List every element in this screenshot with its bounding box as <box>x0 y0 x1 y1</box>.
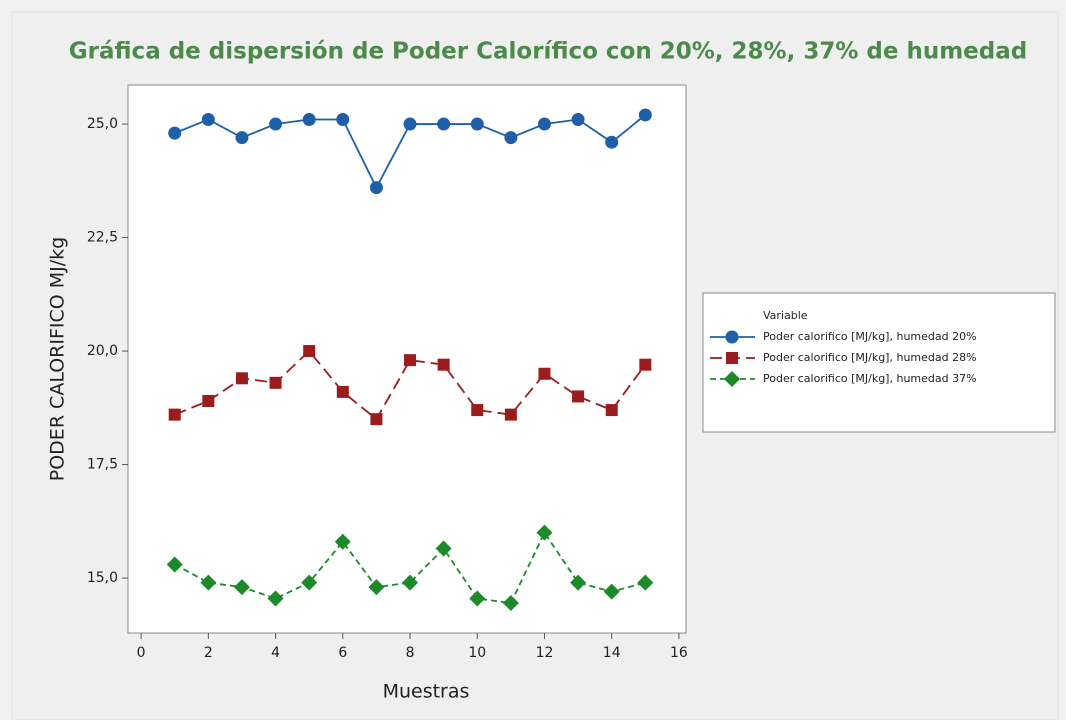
marker <box>502 595 519 612</box>
x-tick-label: 8 <box>406 645 415 661</box>
marker <box>504 131 518 145</box>
marker <box>336 385 349 398</box>
y-axis-label: PODER CALORIFICO MJ/kg <box>47 237 69 481</box>
series-line <box>174 530 646 605</box>
marker <box>403 117 417 131</box>
x-tick-label: 2 <box>204 645 213 661</box>
marker <box>166 556 183 573</box>
marker <box>469 590 486 607</box>
marker <box>302 113 316 127</box>
marker <box>404 354 417 367</box>
marker <box>437 358 450 371</box>
marker <box>471 404 484 417</box>
x-tick-label: 16 <box>670 645 688 661</box>
marker <box>269 376 282 389</box>
marker <box>370 413 383 426</box>
legend-label: Poder calorifico [MJ/kg], humedad 28% <box>763 351 977 364</box>
marker <box>638 108 652 122</box>
legend-title: Variable <box>763 309 808 322</box>
legend-marker <box>725 330 739 344</box>
legend-label: Poder calorifico [MJ/kg], humedad 20% <box>763 330 977 343</box>
marker <box>269 117 283 131</box>
marker <box>233 579 250 596</box>
x-tick-label: 6 <box>338 645 347 661</box>
marker <box>301 574 318 591</box>
x-axis-label: Muestras <box>383 681 470 703</box>
y-tick-label: 15,0 <box>87 570 118 586</box>
marker <box>637 574 654 591</box>
marker <box>168 126 182 140</box>
marker <box>536 524 553 541</box>
legend-marker <box>724 371 740 387</box>
x-tick-label: 12 <box>536 645 554 661</box>
marker <box>336 113 350 127</box>
marker <box>504 408 517 421</box>
marker <box>334 533 351 550</box>
marker <box>303 345 316 358</box>
marker <box>200 574 217 591</box>
y-tick-label: 25,0 <box>87 116 118 132</box>
marker <box>435 540 452 557</box>
x-tick-label: 0 <box>137 645 146 661</box>
marker <box>537 117 551 131</box>
marker <box>639 358 652 371</box>
marker <box>538 367 551 380</box>
y-tick-label: 17,5 <box>87 457 118 473</box>
x-tick-label: 4 <box>271 645 280 661</box>
marker <box>202 394 215 407</box>
legend <box>702 292 1056 433</box>
x-tick-label: 10 <box>468 645 486 661</box>
marker <box>603 583 620 600</box>
x-tick-label: 14 <box>603 645 621 661</box>
y-tick-label: 20,0 <box>87 343 118 359</box>
marker <box>572 390 585 403</box>
marker <box>168 408 181 421</box>
marker <box>369 181 383 195</box>
marker <box>267 590 284 607</box>
marker <box>470 117 484 131</box>
marker <box>201 113 215 127</box>
chart-title: Gráfica de dispersión de Poder Calorífic… <box>69 39 1027 65</box>
marker <box>402 574 419 591</box>
marker <box>437 117 451 131</box>
series-line <box>174 349 647 421</box>
marker <box>235 131 249 145</box>
marker <box>571 113 585 127</box>
marker <box>235 372 248 385</box>
marker <box>570 574 587 591</box>
y-tick-label: 22,5 <box>87 230 118 246</box>
legend-label: Poder calorifico [MJ/kg], humedad 37% <box>763 372 977 385</box>
legend-marker <box>726 352 738 364</box>
marker <box>605 135 619 149</box>
marker <box>605 404 618 417</box>
marker <box>368 579 385 596</box>
